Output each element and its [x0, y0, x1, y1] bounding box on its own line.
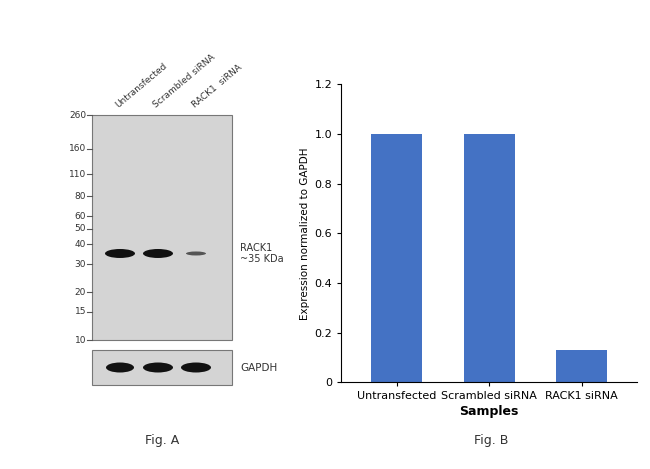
Bar — [556, 350, 607, 382]
Text: RACK1
~35 KDa: RACK1 ~35 KDa — [240, 242, 283, 265]
X-axis label: Samples: Samples — [460, 405, 519, 418]
Text: 80: 80 — [75, 192, 86, 201]
Bar — [371, 134, 422, 382]
Text: GAPDH: GAPDH — [240, 363, 278, 372]
Ellipse shape — [143, 249, 173, 258]
Ellipse shape — [181, 363, 211, 372]
Text: 20: 20 — [75, 287, 86, 296]
Text: Fig. A: Fig. A — [145, 433, 179, 446]
Bar — [92, 115, 232, 340]
Text: Untransfected: Untransfected — [114, 62, 169, 110]
Text: 40: 40 — [75, 240, 86, 249]
Ellipse shape — [105, 249, 135, 258]
Text: 60: 60 — [75, 212, 86, 221]
Y-axis label: Expression normalized to GAPDH: Expression normalized to GAPDH — [300, 147, 310, 319]
Text: 10: 10 — [75, 335, 86, 345]
Bar — [92, 350, 232, 385]
Text: Scrambled siRNA: Scrambled siRNA — [151, 53, 216, 110]
Bar — [463, 134, 515, 382]
Text: 260: 260 — [69, 111, 86, 120]
Ellipse shape — [186, 251, 206, 256]
Text: RACK1  siRNA: RACK1 siRNA — [190, 63, 243, 110]
Text: 15: 15 — [75, 308, 86, 317]
Text: 110: 110 — [69, 170, 86, 179]
Ellipse shape — [106, 363, 134, 372]
Text: 50: 50 — [75, 224, 86, 234]
Text: 160: 160 — [69, 144, 86, 153]
Text: Fig. B: Fig. B — [474, 434, 508, 447]
Text: 30: 30 — [75, 260, 86, 269]
Ellipse shape — [143, 363, 173, 372]
